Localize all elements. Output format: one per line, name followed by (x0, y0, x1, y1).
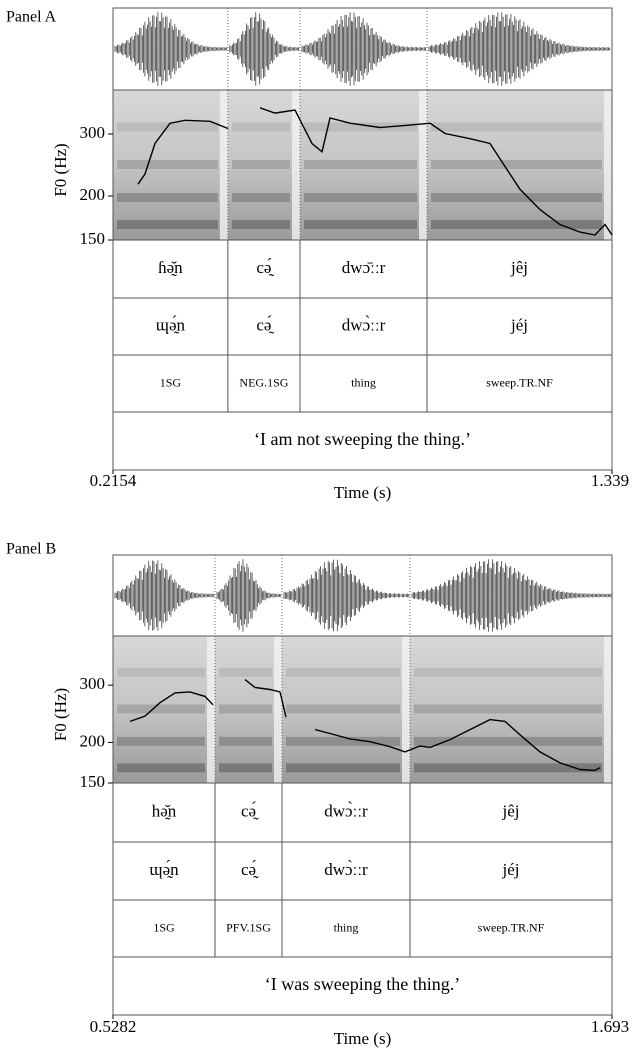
tier-label: sweep.TR.NF (478, 920, 545, 934)
formant-band (431, 193, 602, 202)
spectrogram-gap (419, 90, 428, 240)
waveform (114, 12, 611, 86)
x-tick-label: 1.693 (591, 1017, 629, 1036)
formant-band (117, 220, 218, 229)
formant-band (219, 704, 273, 714)
tier-box (112, 411, 613, 471)
tier-label: jêj (510, 258, 528, 277)
tier-label: dwɔ̀ːːr (324, 800, 368, 820)
y-tick-label: 300 (80, 123, 106, 142)
formant-band (431, 122, 602, 132)
spectrogram (113, 636, 612, 783)
formant-band (304, 160, 418, 169)
spectrogram-gap (207, 636, 216, 783)
formant-band (304, 122, 418, 132)
panel-title: Panel B (6, 541, 56, 558)
tier-box (112, 956, 613, 1016)
x-tick-label: 0.5282 (90, 1017, 137, 1036)
y-axis-label: F0 (Hz) (51, 143, 70, 196)
y-tick-label: 150 (80, 229, 106, 248)
formant-band (414, 667, 602, 677)
formant-band (117, 736, 206, 746)
tier-label: thing (334, 920, 359, 934)
x-axis-label: Time (s) (334, 483, 391, 502)
formant-band (286, 763, 401, 773)
tier-label: thing (351, 375, 376, 389)
tier-label: 1SG (153, 920, 175, 934)
formant-band (231, 193, 291, 202)
spectrogram-gap (219, 90, 228, 240)
formant-band (219, 667, 273, 677)
tier-label: dwɔ̄ːːr (342, 258, 386, 277)
formant-band (231, 220, 291, 229)
spectrogram-gap (274, 636, 283, 783)
tier-label: jêj (502, 801, 520, 820)
formant-band (231, 122, 291, 132)
tier-label: ɰə̰́n (149, 859, 179, 879)
f0-contour (137, 107, 613, 236)
tier-label: cə̰́ (241, 800, 259, 820)
x-axis-label: Time (s) (334, 1029, 391, 1048)
formant-band (414, 704, 602, 714)
y-axis-label: F0 (Hz) (51, 688, 70, 741)
panel-title: Panel A (6, 9, 57, 26)
formant-band (117, 763, 206, 773)
formant-band (117, 160, 218, 169)
tier-label: hə̰̆n (152, 801, 177, 820)
tier-label: ‘I was sweeping the thing.’ (265, 974, 460, 994)
spectrogram (113, 90, 612, 240)
formant-band (286, 704, 401, 714)
formant-band (231, 160, 291, 169)
tier-label: sweep.TR.NF (486, 375, 553, 389)
formant-band (431, 220, 602, 229)
formant-band (219, 763, 273, 773)
tier-label: cə̰́ (256, 314, 274, 334)
tier-label: jéj (510, 315, 528, 334)
tier-label: ɰə̰́n (156, 314, 186, 334)
tier-label: cə̰́ (241, 859, 259, 879)
tier-label: cə̰́ (256, 257, 274, 277)
formant-band (304, 220, 418, 229)
formant-band (117, 193, 218, 202)
spectrogram-gap (604, 636, 612, 783)
formant-band (431, 160, 602, 169)
formant-band (414, 736, 602, 746)
spectrogram-gap (402, 636, 411, 783)
formant-band (219, 736, 273, 746)
waveform (114, 559, 612, 632)
spectrogram-gap (604, 90, 612, 240)
y-tick-label: 300 (80, 674, 106, 693)
f0-contour (129, 679, 601, 772)
y-tick-label: 150 (80, 772, 106, 791)
formant-band (414, 763, 602, 773)
tier-label: dwɔ̀ːːr (342, 314, 386, 334)
tier-label: ‘I am not sweeping the thing.’ (254, 429, 471, 449)
y-tick-label: 200 (80, 731, 106, 750)
spectrogram-gap (292, 90, 301, 240)
y-tick-label: 200 (80, 185, 106, 204)
tier-label: NEG.1SG (239, 375, 288, 389)
formant-band (117, 704, 206, 714)
tier-label: dwɔ̀ːːr (324, 859, 368, 879)
tier-label: jéj (502, 860, 520, 879)
formant-band (304, 193, 418, 202)
tier-label: 1SG (160, 375, 182, 389)
tier-label: ɦə̰̆n (158, 258, 183, 277)
formant-band (117, 667, 206, 677)
tier-label: PFV.1SG (226, 920, 271, 934)
formant-band (286, 667, 401, 677)
x-tick-label: 1.339 (591, 471, 629, 490)
x-tick-label: 0.2154 (90, 471, 137, 490)
formant-band (286, 736, 401, 746)
